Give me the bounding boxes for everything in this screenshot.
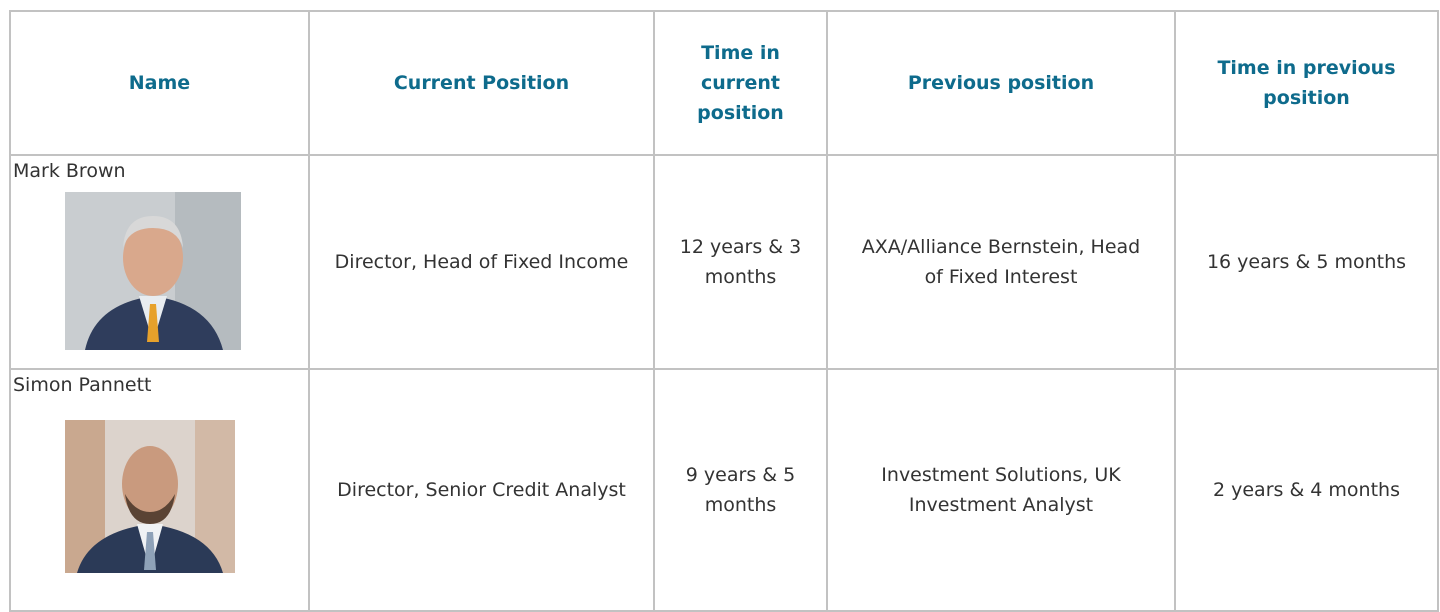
cell: 12 years & 3 months: [653, 154, 828, 370]
cell: 16 years & 5 months: [1174, 154, 1439, 370]
cell: AXA/Alliance Bernstein, Head of Fixed In…: [826, 154, 1176, 370]
row: Simon Pannett Director, Senior Credit An…: [9, 368, 1439, 612]
person-name: Simon Pannett: [13, 374, 152, 396]
cell: Investment Solutions, UK Investment Anal…: [826, 368, 1176, 612]
name-cell: Simon Pannett: [9, 368, 310, 612]
header-cell: Previous position: [826, 10, 1176, 156]
cell: Director, Senior Credit Analyst: [308, 368, 655, 612]
header-row: Name Current Position Time in current po…: [9, 10, 1439, 156]
header-cell: Time in current position: [653, 10, 828, 156]
page: Name Current Position Time in current po…: [9, 10, 1439, 612]
name-cell: Mark Brown: [9, 154, 310, 370]
header-cell: Current Position: [308, 10, 655, 156]
photo: [65, 420, 235, 573]
header-cell: Time in previous position: [1174, 10, 1439, 156]
photo: [65, 192, 241, 350]
person-name: Mark Brown: [13, 160, 126, 182]
staff-table: Name Current Position Time in current po…: [9, 10, 1439, 612]
cell: 9 years & 5 months: [653, 368, 828, 612]
row: Mark Brown Director, Head of Fixed Incom…: [9, 154, 1439, 370]
header-cell: Name: [9, 10, 310, 156]
cell: Director, Head of Fixed Income: [308, 154, 655, 370]
cell: 2 years & 4 months: [1174, 368, 1439, 612]
